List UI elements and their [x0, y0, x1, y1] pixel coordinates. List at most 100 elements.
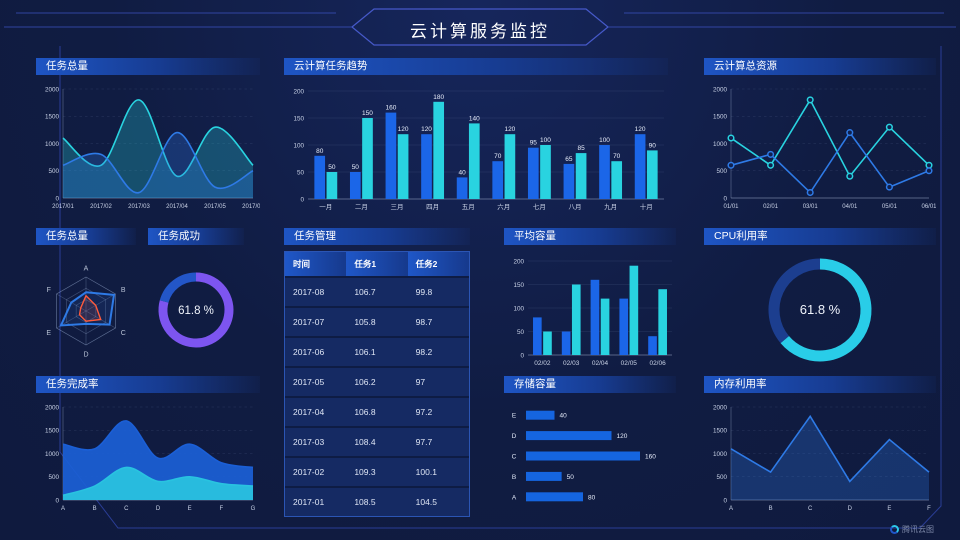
table-header-row: 时间 任务1 任务2 [285, 252, 469, 277]
svg-text:F: F [927, 506, 931, 512]
svg-text:50: 50 [297, 169, 305, 176]
panel-task-trend: 云计算任务趋势 0 50 100 150 200 一月 二月 三月 四月 五月 六月 七月 八月 九月 十月… [284, 58, 668, 214]
svg-text:G: G [251, 506, 256, 512]
svg-text:100: 100 [540, 137, 551, 144]
panel-task-management: 任务管理 时间 任务1 任务2 2017-08 106.7 99.8 2017-07 105… [284, 228, 470, 517]
task-trend-bar-chart: 0 50 100 150 200 一月 二月 三月 四月 五月 六月 七月 八月 九月 十月 80 50 160 1… [293, 88, 664, 211]
table-cell: 2017-04 [285, 396, 347, 427]
svg-text:2017/04: 2017/04 [166, 204, 188, 210]
svg-text:1500: 1500 [713, 428, 728, 435]
svg-text:50: 50 [517, 329, 525, 336]
svg-text:160: 160 [385, 105, 396, 112]
table-row: 2017-03 108.4 97.7 [285, 426, 469, 457]
panel-task-total-radar: 任务总量 A B C D E F [36, 228, 136, 370]
svg-text:D: D [83, 352, 88, 359]
table-row: 2017-08 106.7 99.8 [285, 276, 469, 307]
svg-text:95: 95 [530, 140, 538, 147]
task-total-line-chart: 0 500 1000 1500 2000 2017/01 2017/02 2017/03 201… [45, 86, 260, 210]
table-cell: 109.3 [346, 456, 408, 487]
svg-text:1000: 1000 [45, 451, 60, 458]
svg-text:80: 80 [588, 494, 596, 501]
svg-text:九月: 九月 [604, 202, 617, 211]
panel-title: 任务管理 [284, 228, 470, 245]
svg-text:1500: 1500 [45, 428, 60, 435]
cloud-resources-line-chart: 0 500 1000 1500 2000 01/01 02/01 03/01 04/01 05/0… [713, 86, 936, 210]
table-cell: 97.2 [407, 396, 469, 427]
cpu-usage-donut-chart: 61.8 % [768, 258, 872, 362]
table-cell: 104.5 [407, 486, 469, 516]
svg-text:2000: 2000 [713, 86, 728, 93]
svg-text:A: A [512, 494, 517, 501]
svg-text:02/02: 02/02 [534, 360, 551, 367]
svg-text:500: 500 [48, 474, 59, 481]
svg-text:02/05: 02/05 [621, 360, 638, 367]
svg-text:120: 120 [398, 126, 409, 133]
svg-text:七月: 七月 [533, 202, 546, 211]
svg-text:B: B [93, 506, 97, 512]
svg-text:02/04: 02/04 [592, 360, 609, 367]
table-cell: 106.1 [346, 336, 408, 367]
table-cell: 99.8 [407, 276, 469, 307]
svg-text:0: 0 [723, 497, 727, 504]
table-cell: 2017-05 [285, 366, 347, 397]
table-cell: 97.7 [407, 426, 469, 457]
memory-usage-line-chart: 0 500 1000 1500 2000 A B C D E F [713, 404, 931, 512]
svg-text:100: 100 [293, 142, 304, 149]
table-cell: 2017-02 [285, 456, 347, 487]
table-row: 2017-04 106.8 97.2 [285, 396, 469, 427]
task-table-body: 2017-08 106.7 99.8 2017-07 105.8 98.7 2017-06 1… [285, 276, 469, 516]
table-cell: 106.7 [346, 276, 408, 307]
panel-title: 任务总量 [36, 58, 260, 75]
table-cell: 2017-07 [285, 306, 347, 337]
svg-text:140: 140 [469, 115, 480, 122]
table-cell: 2017-08 [285, 276, 347, 307]
panel-title: 云计算任务趋势 [284, 58, 668, 75]
svg-text:0: 0 [55, 497, 59, 504]
svg-text:0: 0 [520, 352, 524, 359]
panel-title: CPU利用率 [704, 228, 936, 245]
svg-text:50: 50 [328, 164, 336, 171]
svg-text:E: E [46, 330, 51, 337]
svg-text:40: 40 [458, 169, 466, 176]
svg-text:2000: 2000 [45, 404, 60, 411]
svg-text:61.8 %: 61.8 % [800, 302, 841, 317]
svg-text:100: 100 [513, 305, 524, 312]
svg-text:150: 150 [293, 115, 304, 122]
panel-memory-usage: 内存利用率 0 500 1000 1500 2000 A B C D E F [704, 376, 936, 516]
svg-text:B: B [512, 474, 516, 481]
panel-title: 内存利用率 [704, 376, 936, 393]
svg-text:2017/05: 2017/05 [204, 204, 226, 210]
svg-text:500: 500 [716, 168, 727, 175]
table-row: 2017-06 106.1 98.2 [285, 336, 469, 367]
svg-text:一月: 一月 [319, 203, 332, 211]
table-cell: 108.4 [346, 426, 408, 457]
svg-text:十月: 十月 [640, 202, 653, 211]
table-row: 2017-07 105.8 98.7 [285, 306, 469, 337]
watermark-logo: 腾讯云图 [890, 524, 934, 535]
table-cell: 108.5 [346, 486, 408, 516]
svg-text:C: C [808, 506, 813, 512]
svg-text:61.8 %: 61.8 % [178, 305, 214, 317]
svg-text:八月: 八月 [569, 203, 582, 211]
task-table-container: 时间 任务1 任务2 2017-08 106.7 99.8 2017-07 105.8 98.… [284, 251, 470, 517]
svg-text:2017/01: 2017/01 [52, 204, 74, 210]
svg-text:1000: 1000 [713, 141, 728, 148]
svg-text:04/01: 04/01 [842, 204, 858, 210]
table-row: 2017-01 108.5 104.5 [285, 486, 469, 516]
svg-text:2000: 2000 [45, 86, 60, 93]
table-cell: 106.8 [346, 396, 408, 427]
svg-text:02/06: 02/06 [649, 360, 666, 367]
panel-cloud-resources: 云计算总资源 0 500 1000 1500 2000 01/01 02/01 03/01 04… [704, 58, 936, 214]
svg-text:三月: 三月 [391, 203, 404, 211]
svg-text:2000: 2000 [713, 404, 728, 411]
task-table: 时间 任务1 任务2 2017-08 106.7 99.8 2017-07 105.8 98.… [285, 252, 469, 516]
panel-title: 任务完成率 [36, 376, 260, 393]
table-header-cell: 时间 [285, 252, 347, 277]
svg-text:150: 150 [513, 282, 524, 289]
svg-text:90: 90 [649, 142, 657, 149]
svg-text:01/01: 01/01 [723, 204, 739, 210]
svg-text:D: D [156, 506, 161, 512]
svg-text:1000: 1000 [713, 451, 728, 458]
svg-text:500: 500 [716, 474, 727, 481]
avg-capacity-bar-chart: 0 50 100 150 200 02/02 02/03 02/04 02/05 02/06 [513, 258, 672, 367]
